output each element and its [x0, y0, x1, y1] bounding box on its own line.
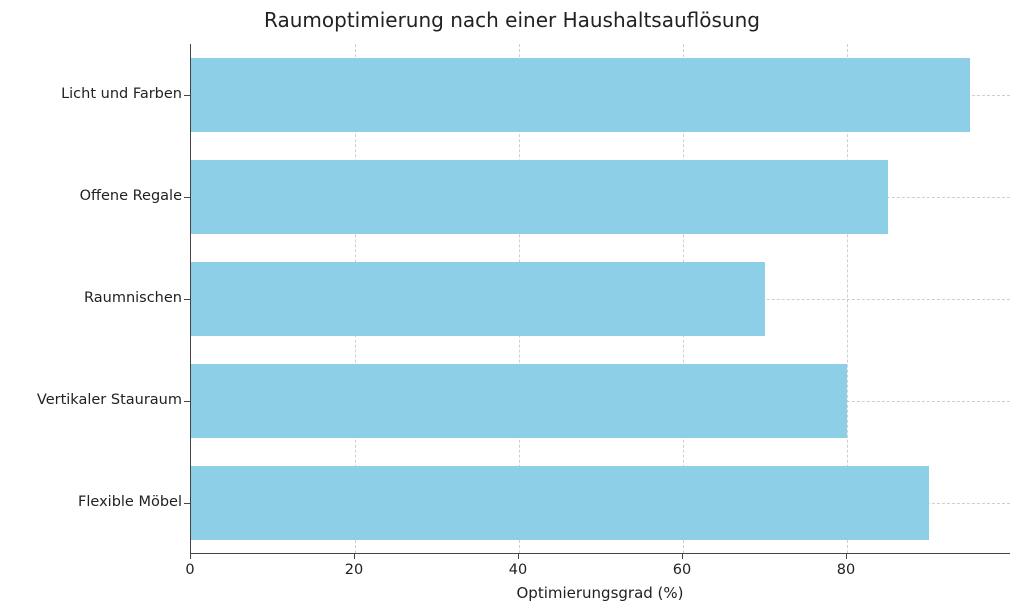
bar-licht-und-farben [191, 58, 970, 132]
x-tick-mark [354, 554, 355, 559]
y-tick-label: Flexible Möbel [2, 495, 182, 511]
x-tick-mark [190, 554, 191, 559]
plot-area [190, 44, 1010, 554]
x-tick-label: 80 [837, 562, 855, 578]
bar-offene-regale [191, 160, 888, 234]
x-tick-label: 20 [345, 562, 363, 578]
chart-title: Raumoptimierung nach einer Haushaltsaufl… [0, 8, 1024, 32]
y-tick-label: Vertikaler Stauraum [2, 393, 182, 409]
x-tick-label: 40 [509, 562, 527, 578]
x-tick-label: 0 [185, 562, 194, 578]
bar-vertikaler-stauraum [191, 364, 847, 438]
x-tick-mark [846, 554, 847, 559]
y-tick-label: Raumnischen [2, 291, 182, 307]
x-axis-label: Optimierungsgrad (%) [190, 584, 1010, 602]
y-tick-label: Offene Regale [2, 189, 182, 205]
x-tick-mark [518, 554, 519, 559]
x-tick-mark [682, 554, 683, 559]
chart-container: Raumoptimierung nach einer Haushaltsaufl… [0, 0, 1024, 614]
bar-raumnischen [191, 262, 765, 336]
y-tick-label: Licht und Farben [2, 87, 182, 103]
x-tick-label: 60 [673, 562, 691, 578]
bar-flexible-moebel [191, 466, 929, 540]
